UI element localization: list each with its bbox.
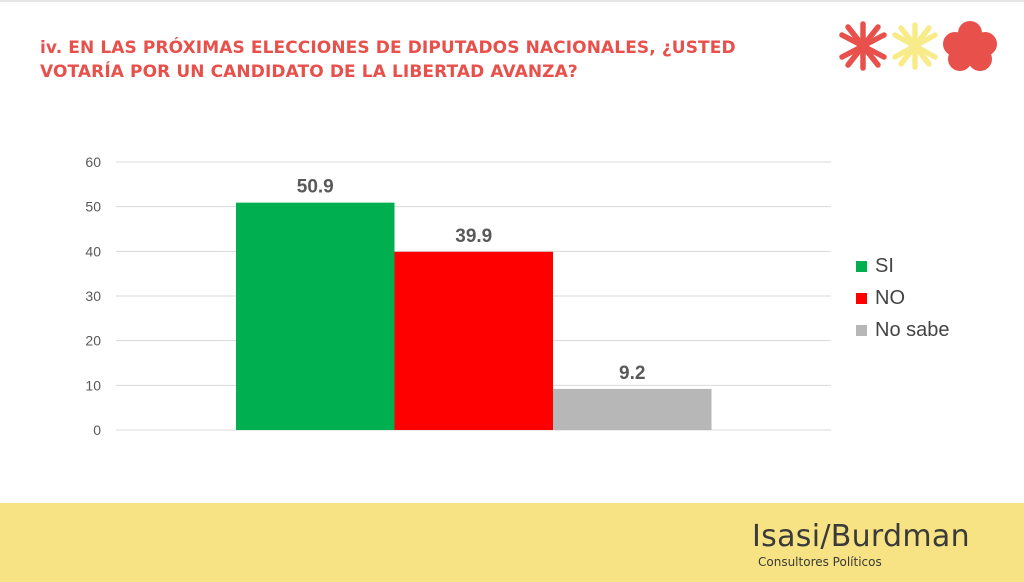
y-tick-label: 10 bbox=[85, 377, 101, 393]
yellow-asterisk-icon bbox=[892, 22, 938, 70]
brand-subtitle: Consultores Políticos bbox=[758, 555, 882, 569]
legend-swatch-si bbox=[856, 260, 867, 272]
legend-swatch-no bbox=[856, 292, 867, 304]
bars bbox=[236, 202, 712, 430]
data-labels: 50.9 39.9 9.2 bbox=[297, 177, 646, 384]
legend-item-no: NO bbox=[856, 282, 950, 314]
y-tick-label: 30 bbox=[85, 288, 101, 304]
legend-swatch-no-sabe bbox=[856, 324, 867, 336]
data-label: 39.9 bbox=[455, 226, 492, 247]
y-tick-label: 60 bbox=[85, 154, 101, 170]
y-tick-label: 40 bbox=[85, 243, 101, 259]
y-tick-label: 50 bbox=[85, 199, 101, 215]
chart-legend: SI NO No sabe bbox=[856, 250, 950, 346]
y-tick-labels: 0 10 20 30 40 50 60 bbox=[85, 154, 101, 438]
brand-name: Isasi/Burdman bbox=[752, 519, 970, 554]
top-rule bbox=[0, 0, 1024, 2]
bar-no bbox=[394, 251, 553, 430]
red-flower-icon bbox=[943, 21, 997, 71]
legend-item-no-sabe: No sabe bbox=[856, 314, 950, 346]
red-asterisk-icon bbox=[839, 21, 887, 71]
legend-item-si: SI bbox=[856, 250, 950, 282]
bar-chart: 0 10 20 30 40 50 60 50.9 39.9 9.2 bbox=[85, 154, 831, 438]
data-label: 50.9 bbox=[297, 177, 334, 198]
y-tick-label: 0 bbox=[93, 422, 101, 438]
footer-band: Isasi/Burdman Consultores Políticos bbox=[0, 503, 1024, 582]
brand-logo-marks bbox=[839, 21, 997, 71]
data-label: 9.2 bbox=[619, 363, 645, 384]
y-tick-label: 20 bbox=[85, 333, 101, 349]
bar-si bbox=[236, 202, 395, 430]
bar-no-sabe bbox=[553, 388, 712, 430]
legend-label-no-sabe: No sabe bbox=[875, 318, 950, 341]
chart-title: iv. EN LAS PRÓXIMAS ELECCIONES DE DIPUTA… bbox=[40, 38, 736, 82]
legend-label-no: NO bbox=[875, 286, 905, 309]
legend-label-si: SI bbox=[875, 254, 894, 277]
